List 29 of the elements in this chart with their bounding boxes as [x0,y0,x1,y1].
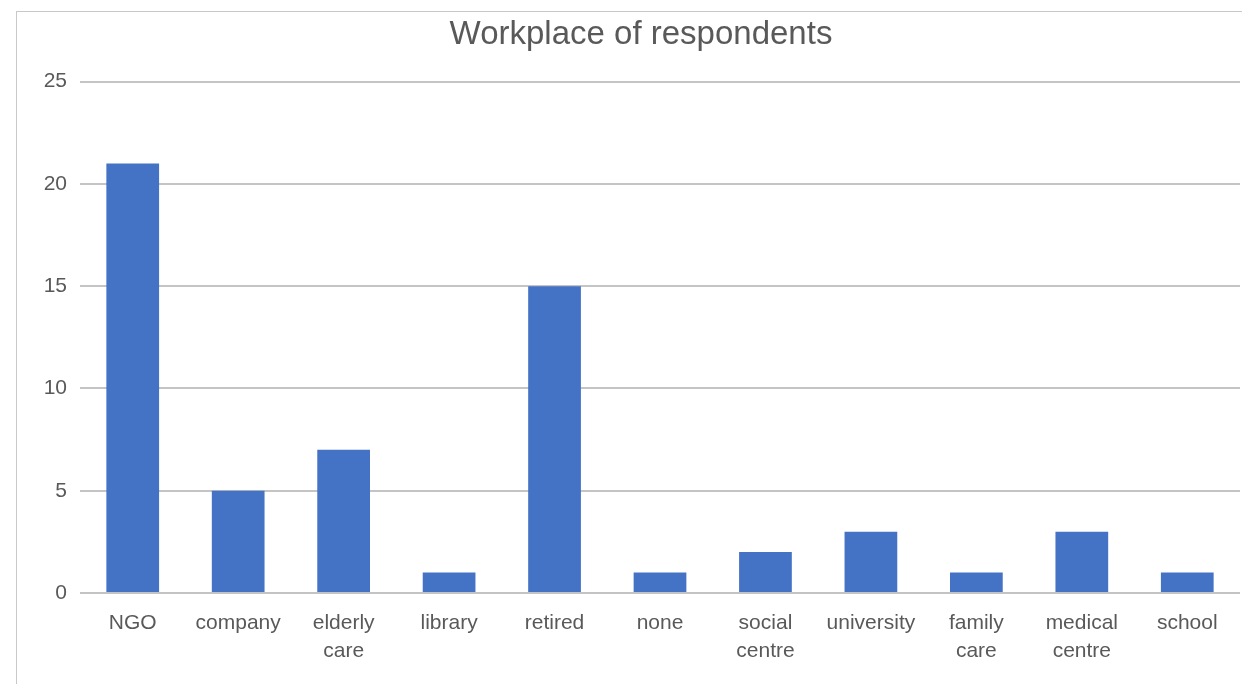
y-tick-label: 10 [43,375,67,399]
x-tick-label: elderly care [312,609,376,662]
y-tick-label: 20 [43,170,67,194]
y-tick-label: 5 [55,477,67,501]
bar [317,449,370,592]
x-tick-label: library [420,609,479,633]
chart-title: Workplace of respondents [449,13,833,51]
x-tick-label: NGO [108,609,157,633]
x-tick-label: company [195,609,282,633]
x-tick-label: family care [948,609,1005,662]
bar [633,572,687,592]
x-tick-label: retired [524,609,585,633]
bar [422,572,476,592]
y-tick-label: 15 [43,272,67,296]
bar [844,531,898,592]
x-tick-label: medical centre [1045,609,1119,662]
y-tick-label: 0 [55,579,67,603]
x-tick-label: school [1156,609,1218,633]
y-tick-label: 25 [43,68,67,92]
bar [1160,572,1214,592]
x-tick-label: social centre [736,609,795,662]
x-tick-label: none [636,609,684,633]
bar [528,286,581,592]
bar [211,490,265,592]
bar [739,552,792,592]
bar [1055,531,1109,592]
x-tick-label: university [826,609,916,633]
bar [950,572,1003,592]
bar [106,163,160,592]
